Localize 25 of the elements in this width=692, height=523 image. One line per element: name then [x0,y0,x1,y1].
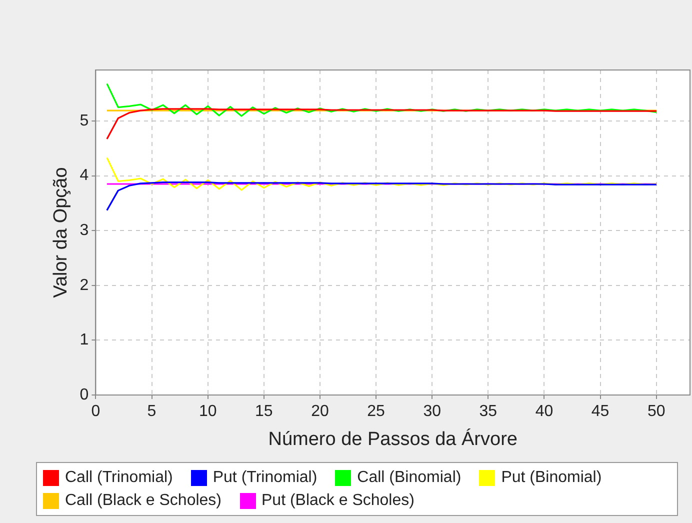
x-tick-label: 15 [255,403,273,420]
x-tick-label: 35 [479,403,498,420]
y-tick-label: 1 [80,332,89,349]
y-tick-label: 3 [80,222,89,239]
x-tick-label: 45 [591,403,610,420]
x-axis-title: Número de Passos da Árvore [268,428,518,450]
x-tick-label: 20 [311,403,329,420]
legend-label: Put (Binomial) [501,469,602,487]
x-tick-label: 5 [147,403,156,420]
y-tick-label: 5 [80,112,89,130]
x-tick-label: 0 [91,403,100,420]
legend-label: Call (Black e Scholes) [65,492,222,510]
y-tick-label: 4 [80,167,89,184]
y-tick-label: 2 [80,276,89,294]
y-tick-label: 0 [80,386,89,404]
y-axis-title: Valor da Opção [50,167,72,298]
x-tick-label: 10 [198,403,217,420]
x-tick-label: 40 [535,403,554,420]
x-tick-label: 30 [423,403,442,420]
x-tick-label: 50 [647,403,666,420]
legend-label: Call (Binomial) [357,469,462,487]
legend-label: Call (Trinomial) [65,469,173,487]
x-tick-label: 25 [367,403,386,420]
legend-label: Put (Black e Scholes) [262,492,414,510]
legend-label: Put (Trinomial) [212,469,318,487]
